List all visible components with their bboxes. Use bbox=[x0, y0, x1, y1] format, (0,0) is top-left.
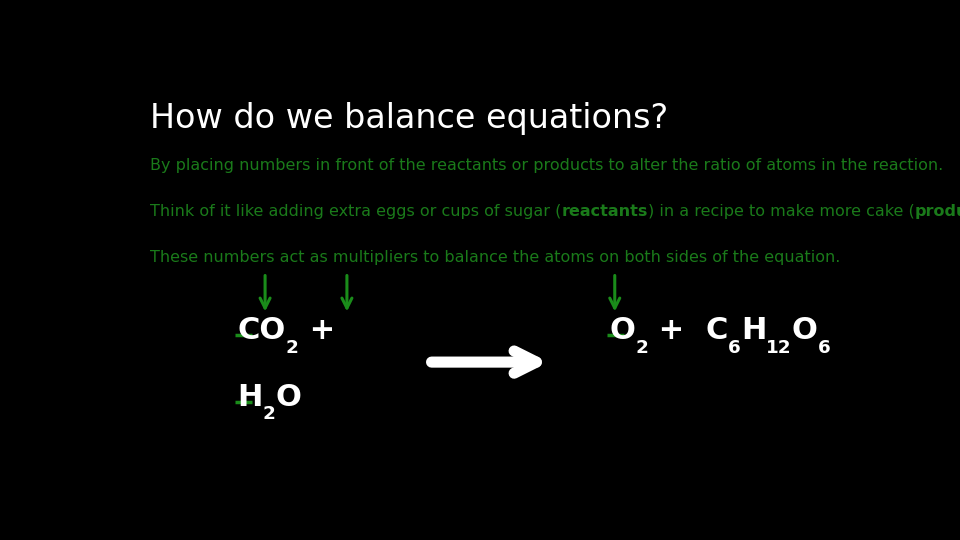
Text: reactants: reactants bbox=[562, 204, 647, 219]
Text: 2: 2 bbox=[286, 339, 299, 356]
Text: 12: 12 bbox=[766, 339, 792, 356]
Text: product: product bbox=[914, 204, 960, 219]
Text: 6: 6 bbox=[818, 339, 830, 356]
Text: C: C bbox=[706, 316, 729, 346]
Text: 2: 2 bbox=[263, 405, 276, 423]
Text: CO: CO bbox=[237, 316, 286, 346]
Text: How do we balance equations?: How do we balance equations? bbox=[150, 102, 668, 135]
Text: +: + bbox=[299, 316, 335, 346]
Text: O: O bbox=[792, 316, 818, 346]
Text: H: H bbox=[741, 316, 766, 346]
Text: H: H bbox=[237, 383, 263, 412]
Text: O: O bbox=[610, 316, 636, 346]
Text: Think of it like adding extra eggs or cups of sugar (: Think of it like adding extra eggs or cu… bbox=[150, 204, 562, 219]
Text: +: + bbox=[648, 316, 706, 346]
Text: 2: 2 bbox=[636, 339, 648, 356]
Text: These numbers act as multipliers to balance the atoms on both sides of the equat: These numbers act as multipliers to bala… bbox=[150, 250, 840, 265]
Text: ) in a recipe to make more cake (: ) in a recipe to make more cake ( bbox=[647, 204, 914, 219]
Text: 6: 6 bbox=[729, 339, 741, 356]
Text: O: O bbox=[276, 383, 301, 412]
Text: By placing numbers in front of the reactants or products to alter the ratio of a: By placing numbers in front of the react… bbox=[150, 158, 943, 173]
